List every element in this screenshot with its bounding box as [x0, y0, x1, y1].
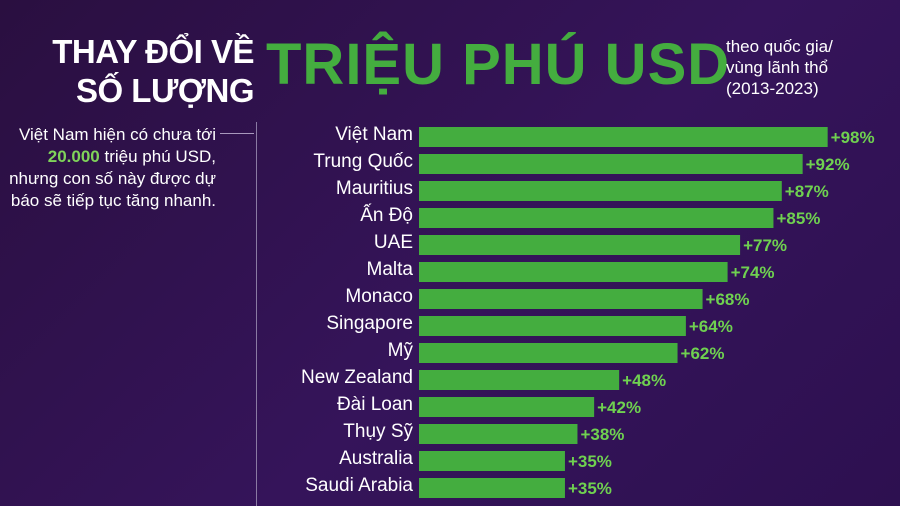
bar: [419, 262, 728, 282]
bar: [419, 316, 686, 336]
chart-subtitle: theo quốc gia/ vùng lãnh thổ (2013-2023): [726, 36, 896, 99]
bar: [419, 397, 595, 417]
subtitle-line2: vùng lãnh thổ: [726, 58, 829, 77]
note-text-1: Việt Nam hiện có chưa tới: [18, 125, 216, 144]
value-label: +35%: [568, 452, 612, 471]
bar: [419, 424, 578, 444]
note-connector-line: [220, 133, 254, 134]
bar: [419, 235, 741, 255]
bar: [419, 208, 774, 228]
subtitle-line3: (2013-2023): [726, 79, 819, 98]
category-label: UAE: [374, 232, 413, 253]
bar: [419, 370, 620, 390]
chart-title-left: THAY ĐỔI VỀ SỐ LƯỢNG: [40, 32, 254, 110]
category-label: Việt Nam: [335, 124, 413, 145]
value-label: +85%: [776, 209, 820, 228]
value-label: +87%: [785, 182, 829, 201]
category-label: Thụy Sỹ: [343, 421, 413, 442]
bar: [419, 289, 703, 309]
bar: [419, 154, 803, 174]
bar: [419, 478, 565, 498]
category-label: Monaco: [345, 286, 413, 307]
category-label: Malta: [367, 259, 414, 280]
category-label: New Zealand: [301, 367, 413, 388]
value-label: +68%: [706, 290, 750, 309]
category-label: Mỹ: [388, 340, 414, 361]
category-label: Saudi Arabia: [305, 475, 413, 496]
category-label: Mauritius: [336, 178, 413, 199]
bar: [419, 127, 828, 147]
bar: [419, 181, 782, 201]
value-label: +35%: [568, 479, 612, 498]
category-label: Australia: [339, 448, 413, 469]
value-label: +42%: [597, 398, 641, 417]
note-text-2: triệu phú USD, nhưng con số này được dự …: [9, 147, 216, 210]
value-label: +92%: [806, 155, 850, 174]
note-highlight: 20.000: [47, 147, 100, 166]
chart-title-main: TRIỆU PHÚ USD: [266, 32, 731, 97]
category-label: Singapore: [326, 313, 413, 334]
category-label: Đài Loan: [337, 394, 413, 415]
value-label: +98%: [831, 128, 875, 147]
annotation-note: Việt Nam hiện có chưa tới 20.000 triệu p…: [6, 124, 216, 212]
vertical-divider: [256, 122, 257, 506]
category-label: Ấn Độ: [360, 204, 413, 226]
value-label: +74%: [731, 263, 775, 282]
title-left-line1: THAY ĐỔI VỀ: [52, 33, 254, 70]
value-label: +64%: [689, 317, 733, 336]
value-label: +48%: [622, 371, 666, 390]
value-label: +77%: [743, 236, 787, 255]
subtitle-line1: theo quốc gia/: [726, 37, 833, 56]
bar: [419, 451, 565, 471]
value-label: +62%: [681, 344, 725, 363]
bar: [419, 343, 678, 363]
title-left-line2: SỐ LƯỢNG: [75, 72, 255, 109]
value-label: +38%: [580, 425, 624, 444]
category-label: Trung Quốc: [313, 151, 413, 172]
